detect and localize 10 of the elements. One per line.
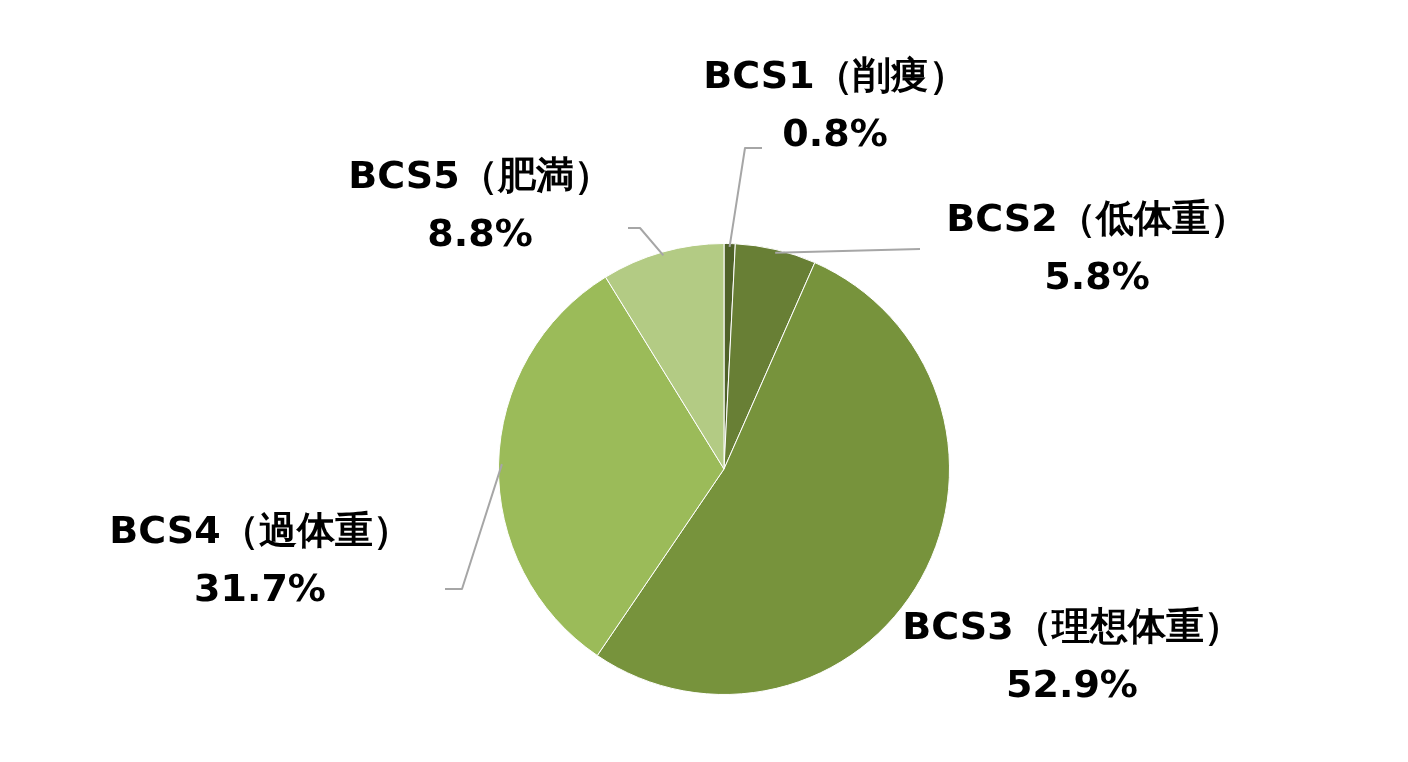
slice-label: BCS1（削痩） [703, 52, 967, 97]
data-label: 5.8% [1044, 253, 1150, 298]
data-label: 8.8% [427, 210, 533, 255]
slice-label: BCS4（過体重） [109, 507, 411, 552]
data-label: 0.8% [782, 110, 888, 155]
slice-label: BCS3（理想体重） [902, 603, 1242, 648]
data-label: 31.7% [194, 565, 326, 610]
data-label: 52.9% [1006, 661, 1138, 706]
slice-label: BCS5（肥満） [348, 152, 612, 197]
slice-label: BCS2（低体重） [946, 195, 1248, 240]
